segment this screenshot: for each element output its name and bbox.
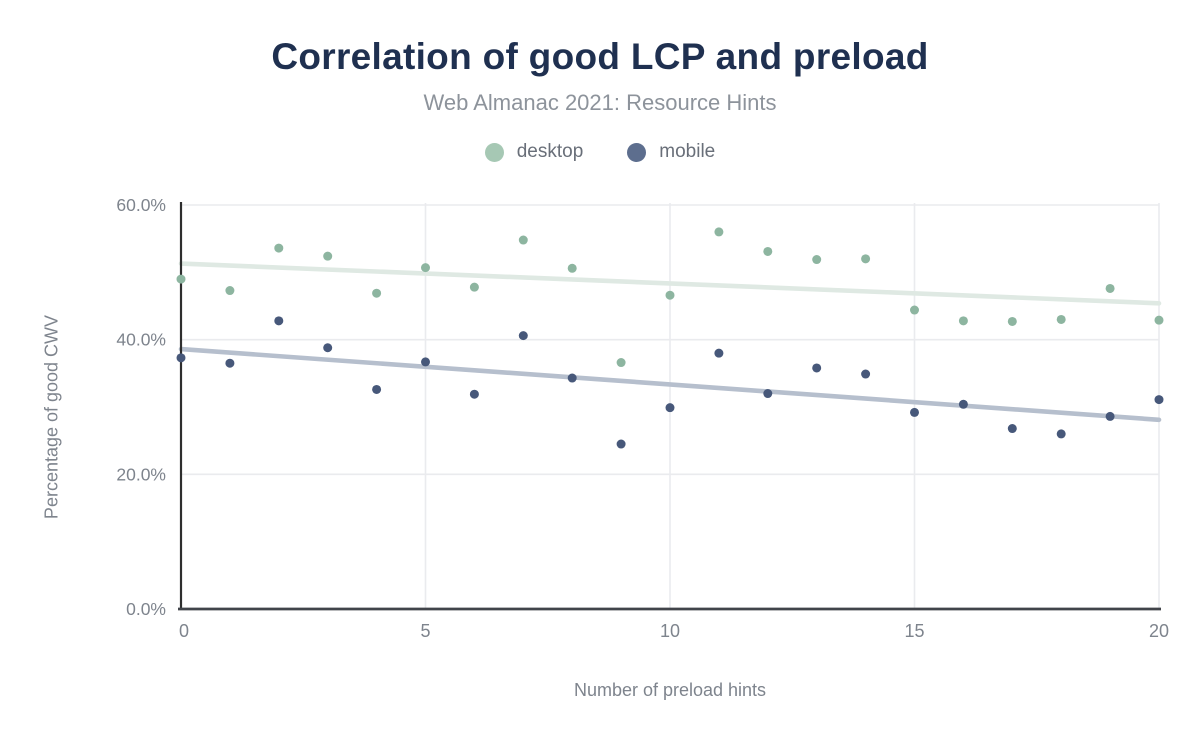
mobile-series-swatch-icon — [627, 142, 647, 162]
desktop-point[interactable] — [958, 316, 968, 326]
chart-subtitle: Web Almanac 2021: Resource Hints — [423, 90, 777, 115]
y-tick-label: 60.0% — [116, 195, 166, 215]
legend-item-mobile[interactable]: mobile — [627, 141, 715, 163]
mobile-point[interactable] — [910, 407, 919, 417]
legend: desktop mobile — [0, 141, 1200, 163]
desktop-point[interactable] — [176, 274, 186, 284]
legend-label-mobile: mobile — [659, 141, 716, 162]
desktop-point[interactable] — [763, 246, 773, 256]
mobile-point[interactable] — [176, 353, 186, 363]
desktop-point[interactable] — [812, 255, 822, 265]
desktop-point[interactable] — [1105, 283, 1115, 293]
y-tick-label: 20.0% — [116, 464, 166, 484]
x-tick-label: 0 — [179, 621, 189, 641]
desktop-point[interactable] — [861, 254, 871, 264]
x-tick-label: 5 — [420, 621, 430, 641]
mobile-point[interactable] — [861, 369, 871, 379]
desktop-point[interactable] — [274, 243, 284, 253]
mobile-point[interactable] — [1056, 429, 1066, 439]
chart-title: Correlation of good LCP and preload — [271, 36, 929, 77]
mobile-point[interactable] — [763, 389, 773, 399]
desktop-point[interactable] — [567, 263, 577, 273]
mobile-point[interactable] — [665, 403, 675, 413]
desktop-point[interactable] — [225, 286, 235, 296]
desktop-point[interactable] — [910, 305, 919, 315]
mobile-point[interactable] — [1007, 424, 1017, 434]
desktop-point[interactable] — [372, 288, 382, 298]
mobile-point[interactable] — [323, 343, 333, 353]
desktop-point[interactable] — [421, 263, 430, 273]
desktop-point[interactable] — [665, 290, 675, 300]
legend-item-desktop[interactable]: desktop — [484, 141, 584, 163]
mobile-trendline — [178, 346, 1162, 423]
desktop-point[interactable] — [714, 227, 724, 237]
mobile-point[interactable] — [421, 357, 430, 367]
desktop-series-swatch-icon — [484, 142, 504, 162]
mobile-point[interactable] — [1105, 411, 1115, 421]
legend-label-desktop: desktop — [516, 141, 584, 162]
x-axis-title: Number of preload hints — [573, 680, 767, 700]
mobile-point[interactable] — [958, 399, 968, 409]
desktop-point[interactable] — [469, 282, 479, 292]
mobile-point[interactable] — [225, 358, 235, 368]
x-tick-label: 10 — [660, 621, 680, 641]
mobile-point[interactable] — [518, 331, 528, 341]
desktop-trendline — [178, 261, 1162, 306]
desktop-point[interactable] — [323, 251, 333, 261]
y-tick-label: 0.0% — [126, 599, 166, 619]
desktop-point[interactable] — [1154, 315, 1164, 325]
desktop-point[interactable] — [1056, 314, 1066, 324]
desktop-point[interactable] — [518, 235, 528, 245]
desktop-point[interactable] — [616, 358, 626, 368]
mobile-point[interactable] — [469, 389, 479, 399]
x-tick-label: 20 — [1149, 621, 1169, 641]
mobile-point[interactable] — [812, 363, 822, 373]
mobile-point[interactable] — [1154, 395, 1164, 405]
mobile-point[interactable] — [567, 373, 577, 383]
mobile-point[interactable] — [616, 439, 626, 449]
mobile-point[interactable] — [714, 348, 724, 358]
desktop-point[interactable] — [1007, 316, 1017, 326]
mobile-point[interactable] — [372, 384, 382, 394]
x-tick-label: 15 — [904, 621, 924, 641]
mobile-point[interactable] — [274, 316, 284, 326]
y-axis-title: Percentage of good CWV — [41, 314, 62, 520]
y-tick-label: 40.0% — [116, 330, 166, 350]
